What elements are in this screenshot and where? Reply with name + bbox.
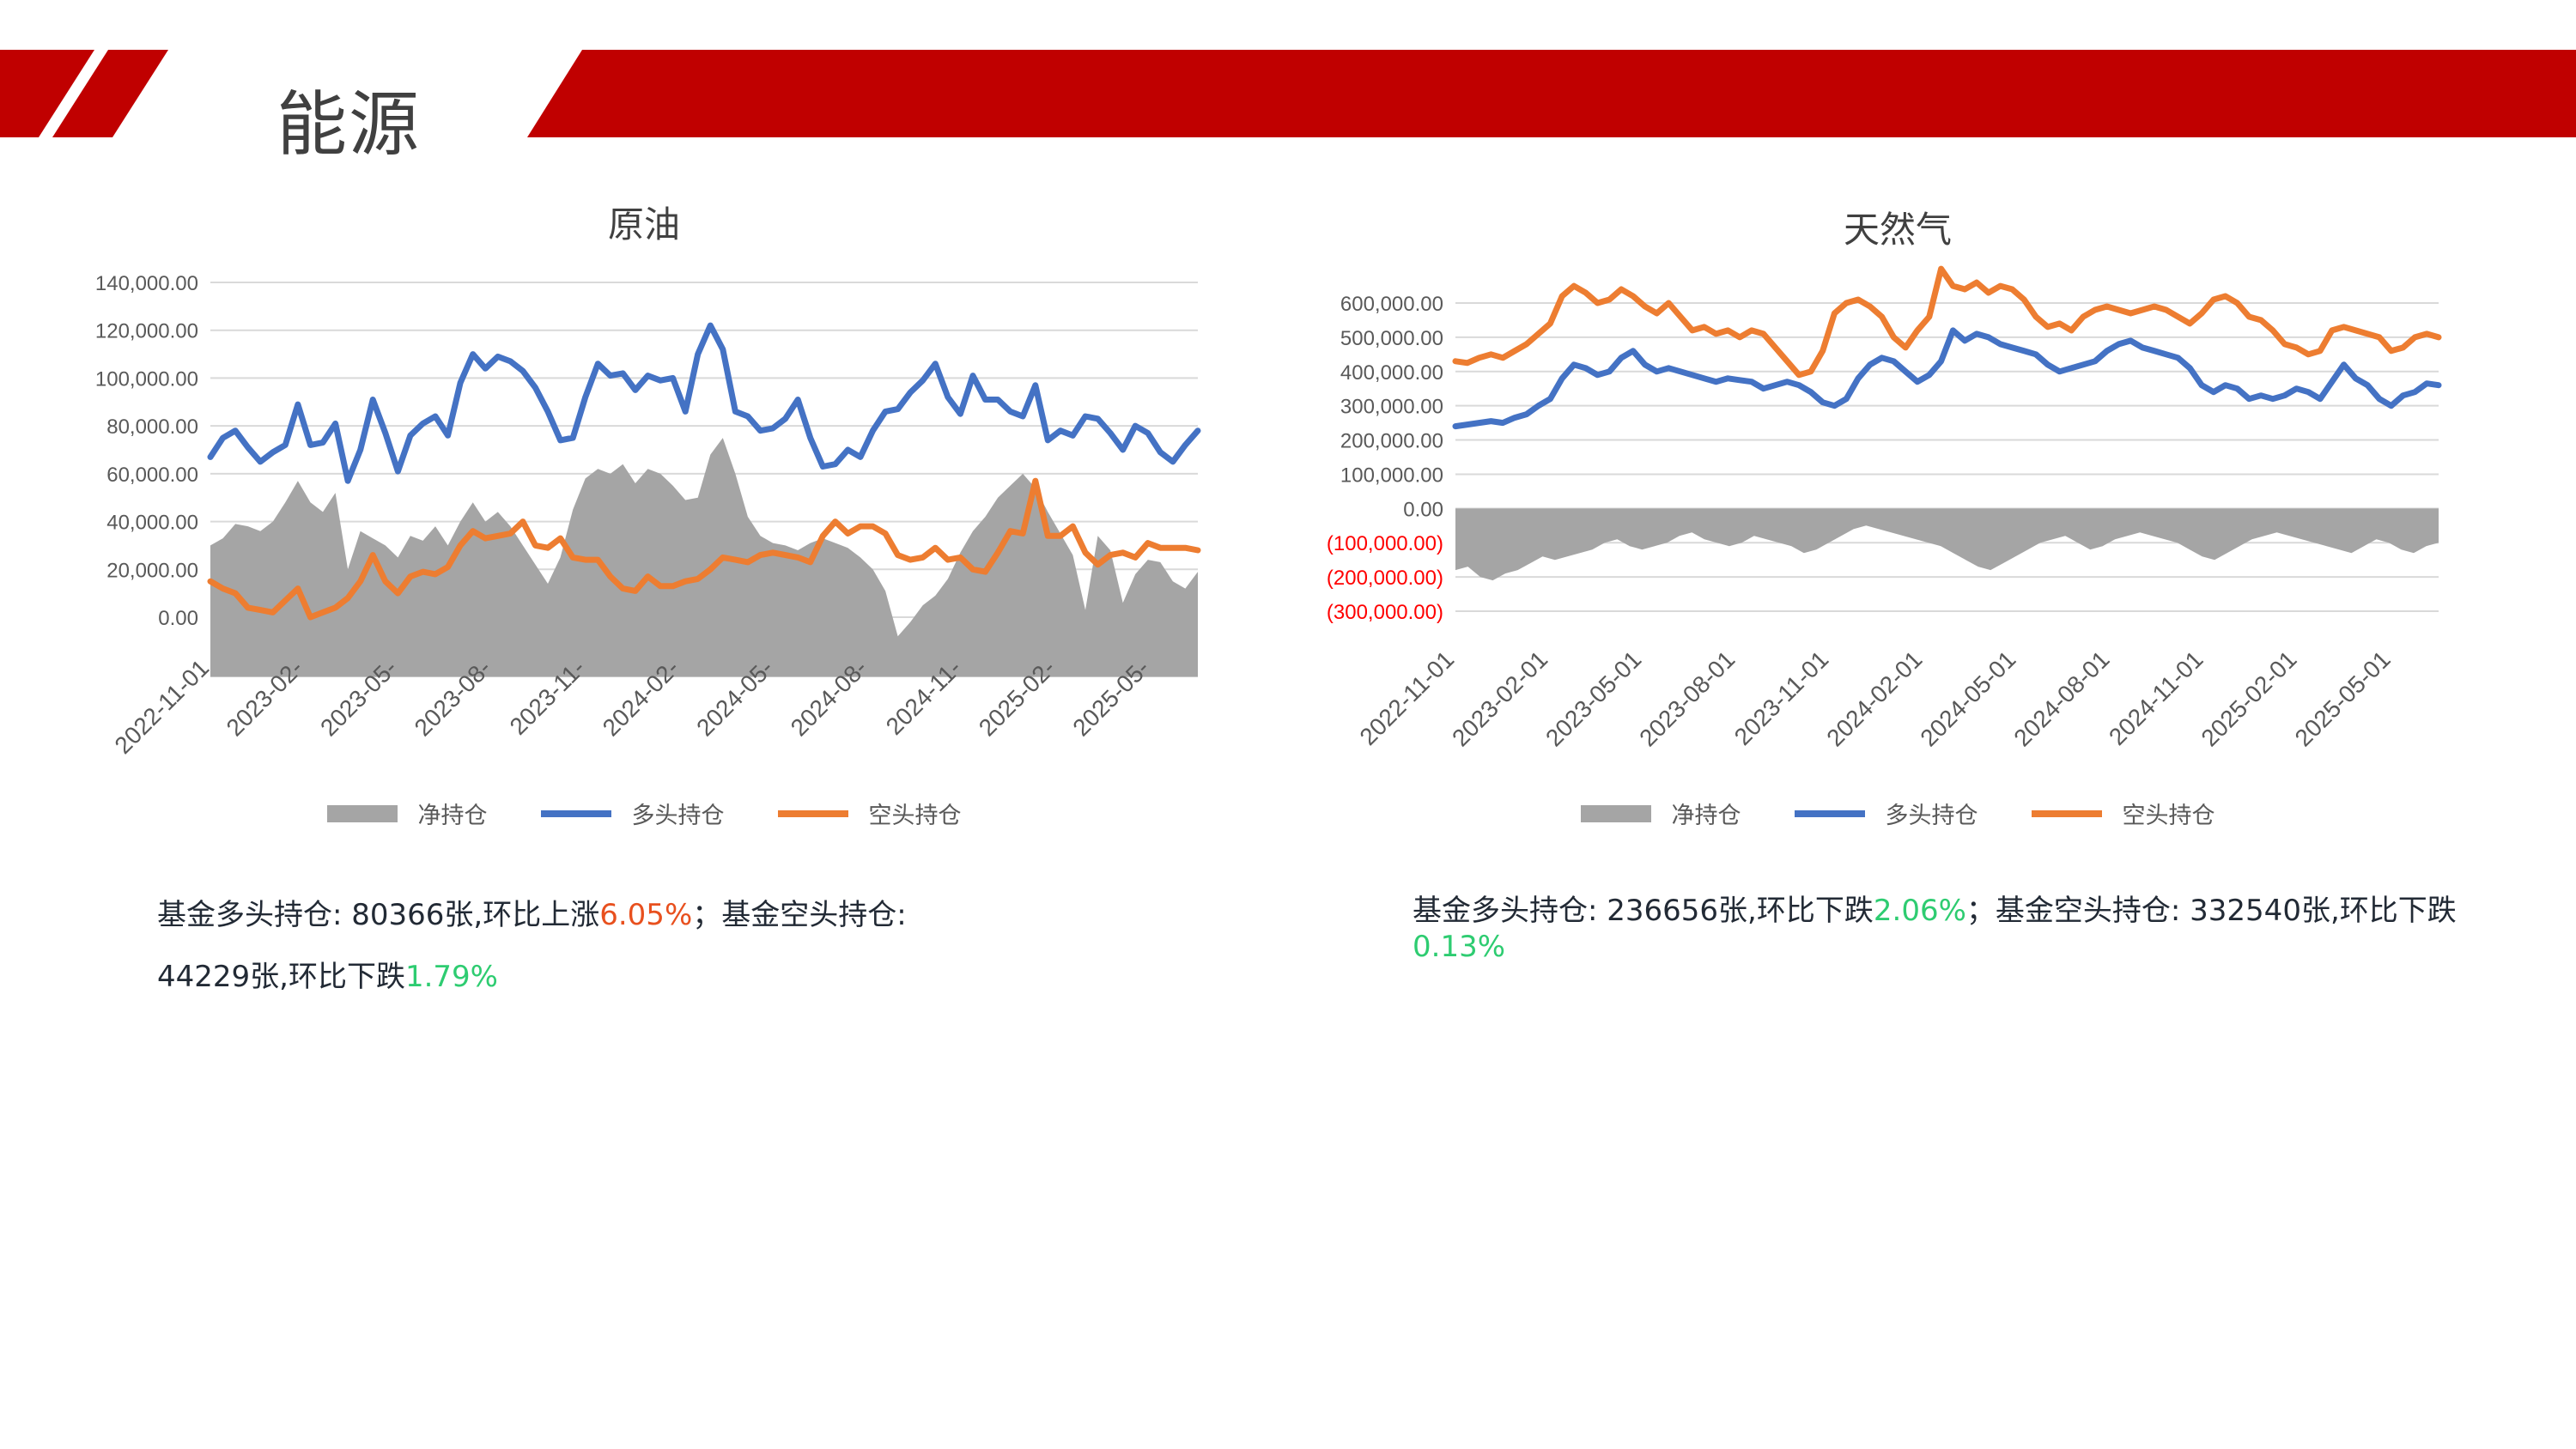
- y-tick-label: 60,000.00: [106, 464, 198, 487]
- legend-label: 多头持仓: [1885, 803, 1978, 829]
- chart-title: 天然气: [1843, 209, 1952, 251]
- gas-chart: 天然气 600,000.00 500,000.00 400,000.00 300,00…: [1288, 172, 2507, 858]
- y-tick-label: (100,000.00): [1327, 532, 1443, 555]
- legend-label: 多头持仓: [631, 803, 725, 829]
- summary-long-change: 6.05%: [599, 898, 693, 932]
- y-tick-label: 600,000.00: [1340, 293, 1443, 316]
- series-net-area: [210, 438, 1198, 677]
- x-tick-label: 2023-08-01: [1634, 646, 1740, 751]
- series-short-line: [1452, 265, 2442, 379]
- summary-short-change: 1.79%: [404, 960, 498, 994]
- gas-summary: 基金多头持仓: 236656张,环比下跌2.06%；基金空头持仓: 332540…: [1413, 893, 2503, 965]
- gas-plot: 600,000.00 500,000.00 400,000.00 300,000.00…: [1327, 265, 2442, 752]
- series-short-line: [207, 477, 1201, 621]
- page-title: 能源: [276, 84, 422, 166]
- summary-long-label: 基金多头持仓: [1413, 894, 1588, 928]
- banner-stripe-left: [0, 50, 94, 137]
- summary-long-value: : 80366张,环比上涨: [332, 898, 600, 932]
- x-tick-label: 2025-02-01: [2196, 646, 2301, 751]
- legend-swatch-short: [777, 809, 848, 817]
- summary-long-label: 基金多头持仓: [157, 898, 332, 932]
- y-tick-label: 0.00: [1403, 498, 1443, 521]
- chart-legend: 净持仓 多头持仓 空头持仓: [1288, 797, 2507, 830]
- oil-chart: 原油 140,000.00 120,000.00 100,000.00 80,000.…: [34, 172, 1254, 858]
- x-tick-label: 2024-11-01: [2104, 646, 2208, 750]
- summary-short-change: 0.13%: [1413, 930, 1506, 964]
- x-tick-label: 2024-05-01: [1915, 646, 2020, 751]
- x-tick-label: 2023-02-01: [1447, 646, 1552, 751]
- x-tick-label: 2023-05-01: [1540, 646, 1646, 751]
- series-net-area: [1455, 508, 2439, 581]
- legend-item-net: 净持仓: [326, 797, 488, 830]
- y-tick-label: 100,000.00: [1340, 464, 1443, 487]
- y-tick-label: (300,000.00): [1327, 601, 1443, 624]
- legend-label: 净持仓: [1671, 803, 1741, 829]
- banner-bar: [527, 50, 2576, 137]
- legend-item-short: 空头持仓: [2031, 797, 2215, 830]
- legend-item-long: 多头持仓: [540, 797, 725, 830]
- legend-item-short: 空头持仓: [777, 797, 962, 830]
- legend-swatch-net: [326, 804, 398, 822]
- chart-legend: 净持仓 多头持仓 空头持仓: [34, 797, 1254, 830]
- legend-item-net: 净持仓: [1580, 797, 1741, 830]
- y-tick-label: 0.00: [158, 607, 198, 630]
- x-tick-label: 2023-11-01: [1729, 646, 1834, 750]
- y-tick-label: 40,000.00: [106, 512, 198, 535]
- y-tick-label: 100,000.00: [95, 367, 198, 391]
- y-tick-label: (200,000.00): [1327, 567, 1443, 590]
- y-tick-label: 20,000.00: [106, 559, 198, 582]
- summary-long-change: 2.06%: [1873, 894, 1966, 928]
- y-tick-label: 400,000.00: [1340, 361, 1443, 385]
- legend-label: 净持仓: [417, 803, 488, 829]
- summary-long-value: : 236656张,环比下跌: [1588, 894, 1874, 928]
- legend-swatch-short: [2031, 809, 2102, 817]
- x-tick-label: 2024-02-01: [1821, 646, 1927, 751]
- legend-swatch-net: [1580, 804, 1651, 822]
- summary-short-label: 基金空头持仓: [1995, 894, 2171, 928]
- legend-label: 空头持仓: [868, 803, 962, 829]
- series-long-line: [207, 322, 1201, 484]
- y-tick-label: 120,000.00: [95, 320, 198, 343]
- summary-short-label: 基金空头持仓: [721, 898, 897, 932]
- y-tick-label: 140,000.00: [95, 272, 198, 295]
- oil-plot: 140,000.00 120,000.00 100,000.00 80,000.00 6…: [95, 272, 1201, 759]
- series-long-line: [1452, 327, 2442, 430]
- legend-item-long: 多头持仓: [1794, 797, 1978, 830]
- summary-separator: ；: [1965, 894, 1996, 928]
- summary-separator: ；: [692, 898, 722, 932]
- oil-summary: 基金多头持仓: 80366张,环比上涨6.05%；基金空头持仓: 44229张,…: [157, 884, 921, 1008]
- banner-stripe-mid: [52, 50, 168, 137]
- y-tick-label: 80,000.00: [106, 415, 198, 439]
- chart-title: 原油: [607, 203, 680, 246]
- y-tick-label: 200,000.00: [1340, 430, 1443, 453]
- summary-short-value: : 332540张,环比下跌: [2170, 894, 2457, 928]
- x-tick-label: 2024-08-01: [2008, 646, 2114, 751]
- x-tick-label: 2022-11-01: [110, 654, 215, 759]
- legend-swatch-long: [1794, 809, 1865, 817]
- x-tick-label: 2025-05-01: [2290, 646, 2396, 751]
- y-tick-label: 500,000.00: [1340, 327, 1443, 350]
- x-tick-label: 2022-11-01: [1355, 646, 1460, 750]
- y-tick-label: 300,000.00: [1340, 396, 1443, 419]
- legend-label: 空头持仓: [2122, 803, 2215, 829]
- summary-short-value: : 44229张,环比下跌: [157, 898, 907, 994]
- legend-swatch-long: [540, 809, 611, 817]
- header-banner: [0, 50, 2576, 137]
